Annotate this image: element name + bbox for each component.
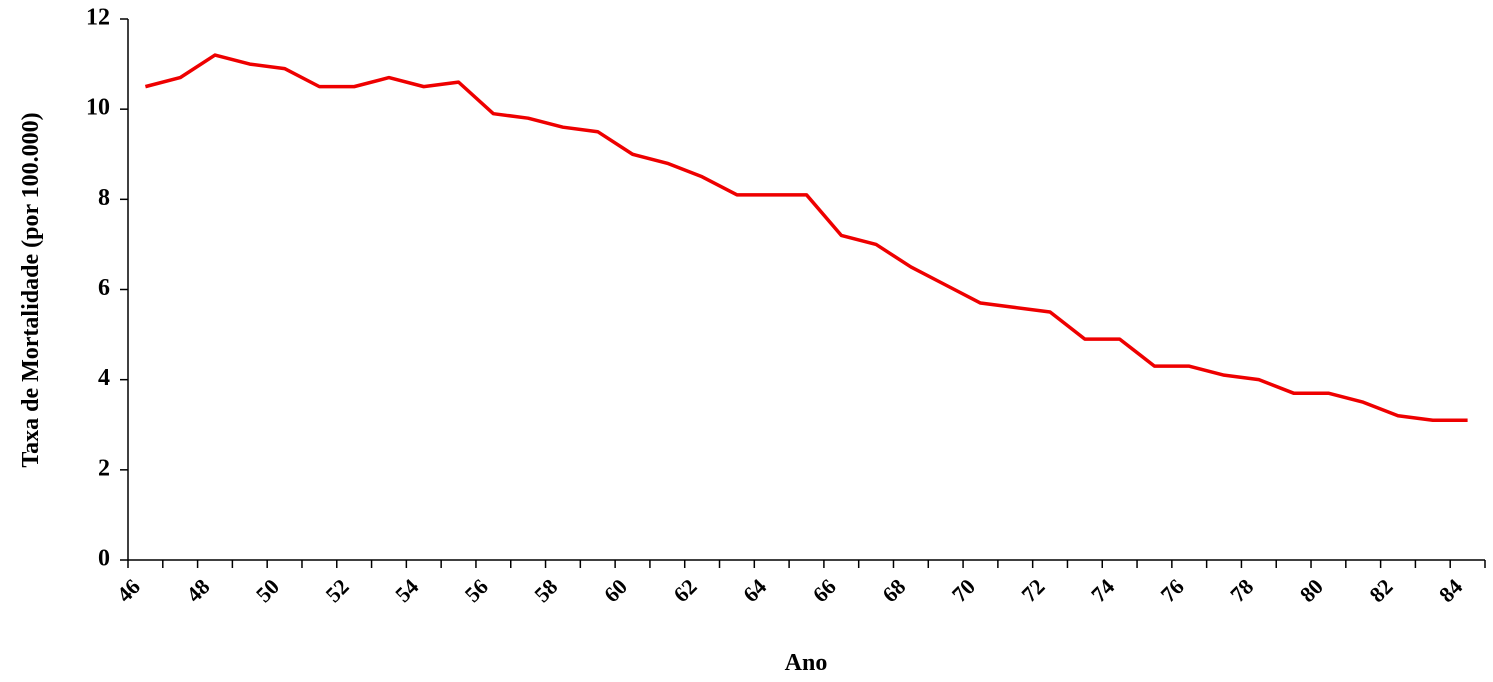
x-tick-label: 58: [529, 574, 562, 607]
x-tick-label: 84: [1434, 574, 1467, 607]
x-tick-label: 50: [251, 574, 284, 607]
x-tick-label: 74: [1086, 574, 1119, 607]
x-tick-label: 76: [1156, 574, 1189, 607]
x-tick-label: 60: [599, 574, 632, 607]
x-tick-label: 82: [1364, 574, 1397, 607]
y-tick-label: 2: [98, 455, 110, 481]
y-axis-label: Taxa de Mortalidade (por 100.000): [18, 112, 44, 467]
y-tick-label: 4: [98, 365, 110, 391]
x-tick-label: 66: [808, 574, 841, 607]
x-tick-label: 62: [668, 574, 701, 607]
x-tick-label: 68: [877, 574, 910, 607]
x-tick-label: 80: [1295, 574, 1328, 607]
y-tick-label: 12: [86, 5, 110, 31]
x-tick-label: 70: [947, 574, 980, 607]
x-tick-label: 48: [181, 574, 214, 607]
x-tick-label: 56: [460, 574, 493, 607]
y-tick-label: 8: [98, 185, 110, 211]
y-tick-label: 10: [86, 95, 110, 121]
x-tick-label: 52: [320, 574, 353, 607]
y-tick-label: 0: [98, 546, 110, 572]
y-tick-label: 6: [98, 275, 110, 301]
line: [144, 53, 1468, 422]
x-tick-label: 72: [1016, 574, 1049, 607]
x-tick-label: 64: [738, 574, 771, 607]
x-tick-label: 78: [1225, 574, 1258, 607]
x-axis-label: Ano: [785, 650, 828, 676]
x-tick-label: 54: [390, 574, 423, 607]
x-tick-label: 46: [112, 574, 145, 607]
